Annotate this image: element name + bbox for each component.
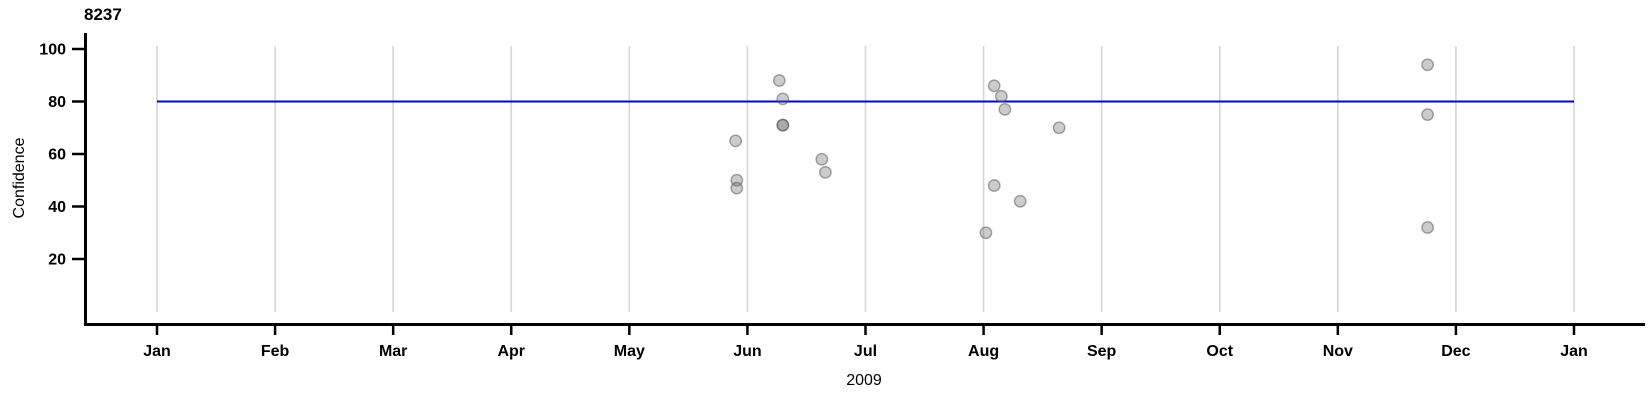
x-tick-label: Jun — [733, 343, 761, 360]
x-tick-label: Aug — [968, 343, 999, 360]
x-tick-label: Dec — [1441, 343, 1470, 360]
data-point — [729, 134, 743, 148]
y-tick-label: 80 — [48, 94, 66, 111]
y-tick-label: 20 — [48, 252, 66, 269]
x-tick-label: Apr — [497, 343, 525, 360]
data-point — [776, 118, 790, 132]
data-point — [1421, 221, 1434, 234]
data-point — [776, 92, 790, 106]
x-axis-label: 2009 — [846, 372, 882, 389]
data-point — [987, 179, 1001, 192]
data-point — [987, 79, 1001, 93]
data-point — [998, 102, 1012, 116]
x-tick-label: Mar — [379, 343, 407, 360]
data-point — [1421, 108, 1434, 122]
y-tick-label: 40 — [48, 199, 66, 216]
data-point — [730, 181, 744, 195]
chart-title: 8237 — [84, 5, 122, 24]
y-tick-label: 60 — [48, 147, 66, 164]
data-point — [1052, 121, 1066, 135]
x-tick-label: Sep — [1087, 343, 1117, 360]
data-point — [1421, 58, 1434, 72]
x-tick-label: Nov — [1323, 343, 1353, 360]
data-point — [815, 152, 829, 166]
data-point — [994, 89, 1008, 103]
x-tick-label: Jan — [1560, 343, 1588, 360]
x-tick-label: Jul — [854, 343, 877, 360]
x-tick-label: Feb — [261, 343, 290, 360]
x-tick-label: May — [614, 343, 645, 360]
data-point — [1013, 194, 1027, 208]
x-tick-label: Jan — [143, 343, 171, 360]
data-point — [979, 226, 993, 240]
data-point — [818, 165, 832, 179]
y-tick-label: 100 — [39, 42, 66, 59]
x-tick-label: Oct — [1206, 343, 1233, 360]
data-point — [772, 74, 786, 87]
